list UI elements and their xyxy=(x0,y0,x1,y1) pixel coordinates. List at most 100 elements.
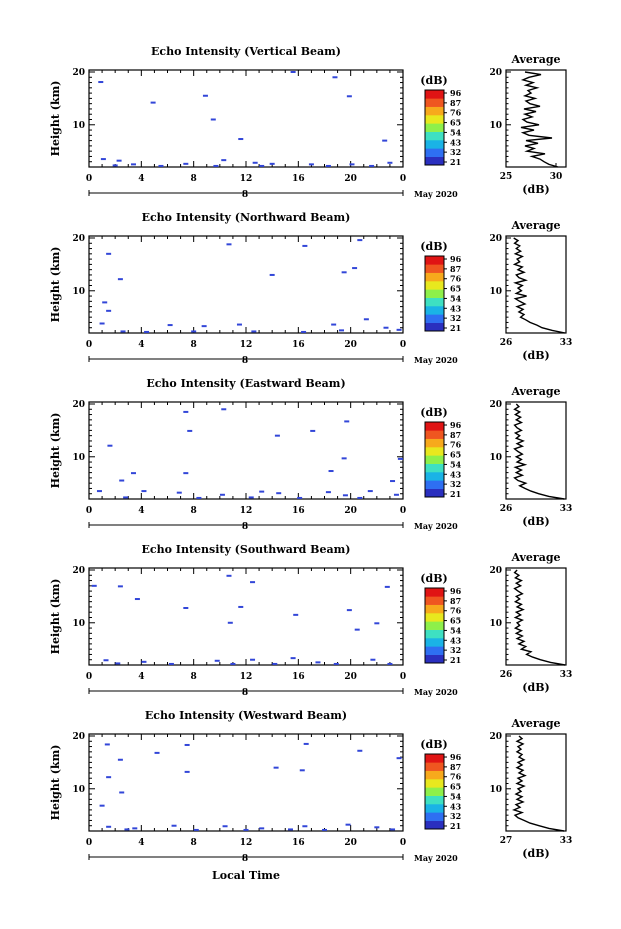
colorbar-segment xyxy=(425,779,444,788)
echo-cell xyxy=(100,158,106,161)
echo-cell xyxy=(274,434,280,437)
average-profile-line xyxy=(512,237,566,334)
echo-cell xyxy=(339,329,345,332)
x-tick-label: 8 xyxy=(191,340,197,350)
colorbar-tick-label: 43 xyxy=(450,801,462,811)
date-label: May 2020 xyxy=(414,355,458,365)
echo-cell xyxy=(345,823,351,826)
colorbar-tick-label: 76 xyxy=(450,274,462,284)
echo-cell xyxy=(106,776,112,779)
echo-cell xyxy=(374,826,380,829)
colorbar-segment xyxy=(425,131,444,141)
colorbar-frame xyxy=(424,587,445,664)
colorbar-segment xyxy=(425,272,444,282)
y-tick-label: 20 xyxy=(72,732,85,742)
colorbar-segment xyxy=(425,638,444,647)
x-tick-label: 0 xyxy=(86,838,92,848)
day-label: 8 xyxy=(242,854,248,864)
colorbar-segment xyxy=(425,281,444,290)
average-x-tick-label: 25 xyxy=(500,172,513,182)
average-profile-line xyxy=(513,569,566,666)
average-frame xyxy=(505,235,567,334)
colorbar-segment xyxy=(425,297,444,307)
echo-cell xyxy=(369,164,375,167)
echo-cell xyxy=(332,76,338,79)
echo-cell xyxy=(248,496,254,499)
date-label: May 2020 xyxy=(414,189,458,199)
x-tick-label: 16 xyxy=(292,340,305,350)
average-y-tick-label: 20 xyxy=(489,234,502,244)
average-y-tick-label: 20 xyxy=(489,566,502,576)
colorbar-tick-label: 54 xyxy=(450,293,462,303)
average-title: Average xyxy=(510,551,560,564)
colorbar-tick-label: 54 xyxy=(450,127,462,137)
echo-cell xyxy=(96,490,102,493)
echo-cell xyxy=(226,574,232,577)
colorbar-tick-label: 21 xyxy=(450,323,461,333)
x-tick-label: 0 xyxy=(400,506,406,516)
echo-cell xyxy=(308,163,314,166)
colorbar-segment xyxy=(425,463,444,473)
colorbar-tick-label: 65 xyxy=(450,782,461,792)
echo-cell xyxy=(144,330,150,333)
echo-cell xyxy=(107,444,113,447)
day-label: 8 xyxy=(242,688,248,698)
echo-cell xyxy=(269,162,275,165)
average-x-tick-label: 27 xyxy=(500,836,513,846)
echo-cell xyxy=(297,496,303,499)
echo-cell xyxy=(219,493,225,496)
average-x-label: (dB) xyxy=(522,515,549,528)
echo-cell xyxy=(103,659,109,662)
colorbar-segment xyxy=(425,472,444,481)
echo-cell xyxy=(154,751,160,754)
colorbar-segment xyxy=(425,588,444,597)
x-tick-label: 12 xyxy=(240,174,253,184)
echo-cell xyxy=(222,825,228,828)
x-tick-label: 20 xyxy=(344,506,357,516)
y-tick-label: 20 xyxy=(72,234,85,244)
echo-cell xyxy=(396,328,402,331)
colorbar-tick-label: 96 xyxy=(450,254,462,264)
y-axis-label: Height (km) xyxy=(49,81,62,157)
colorbar-segment xyxy=(425,455,444,464)
echo-cell xyxy=(384,585,390,588)
echo-cell xyxy=(196,496,202,499)
echo-cell xyxy=(115,662,121,665)
colorbar-frame xyxy=(424,753,445,830)
colorbar-segment xyxy=(425,289,444,298)
echo-cell xyxy=(387,161,393,164)
echo-cell xyxy=(357,239,363,242)
echo-cell xyxy=(302,244,308,247)
echo-cell xyxy=(134,598,140,601)
colorbar-tick-label: 76 xyxy=(450,606,462,616)
echo-cell xyxy=(106,309,112,312)
y-tick-label: 10 xyxy=(72,619,85,629)
colorbar-segment xyxy=(425,480,444,489)
echo-cell xyxy=(130,163,136,166)
average-x-tick-label: 26 xyxy=(500,338,513,348)
echo-cell xyxy=(293,613,299,616)
echo-cell xyxy=(354,628,360,631)
date-label: May 2020 xyxy=(414,687,458,697)
echo-cell xyxy=(183,472,189,475)
colorbar-tick-label: 76 xyxy=(450,772,462,782)
colorbar-segment xyxy=(425,604,444,614)
colorbar-segment xyxy=(425,115,444,124)
average-x-tick-label: 26 xyxy=(500,504,513,514)
average-x-tick-label: 33 xyxy=(560,836,573,846)
x-tick-label: 12 xyxy=(240,506,253,516)
echo-cell xyxy=(276,492,282,495)
echo-cell xyxy=(150,101,156,104)
panel-1: Echo Intensity (Northward Beam) 20 10 0 4 8 12… xyxy=(49,211,572,366)
colorbar-segment xyxy=(425,314,444,323)
echo-cell xyxy=(259,490,265,493)
x-tick-label: 4 xyxy=(138,340,144,350)
echo-cell xyxy=(167,324,173,327)
echo-cell xyxy=(202,94,208,97)
average-profile-line xyxy=(513,403,565,500)
colorbar-frame xyxy=(424,421,445,498)
panel-4: Echo Intensity (Westward Beam) 20 10 0 4 8 12 1… xyxy=(49,709,572,864)
echo-cell xyxy=(183,162,189,165)
colorbar-tick-label: 32 xyxy=(450,147,461,157)
average-x-label: (dB) xyxy=(522,681,549,694)
